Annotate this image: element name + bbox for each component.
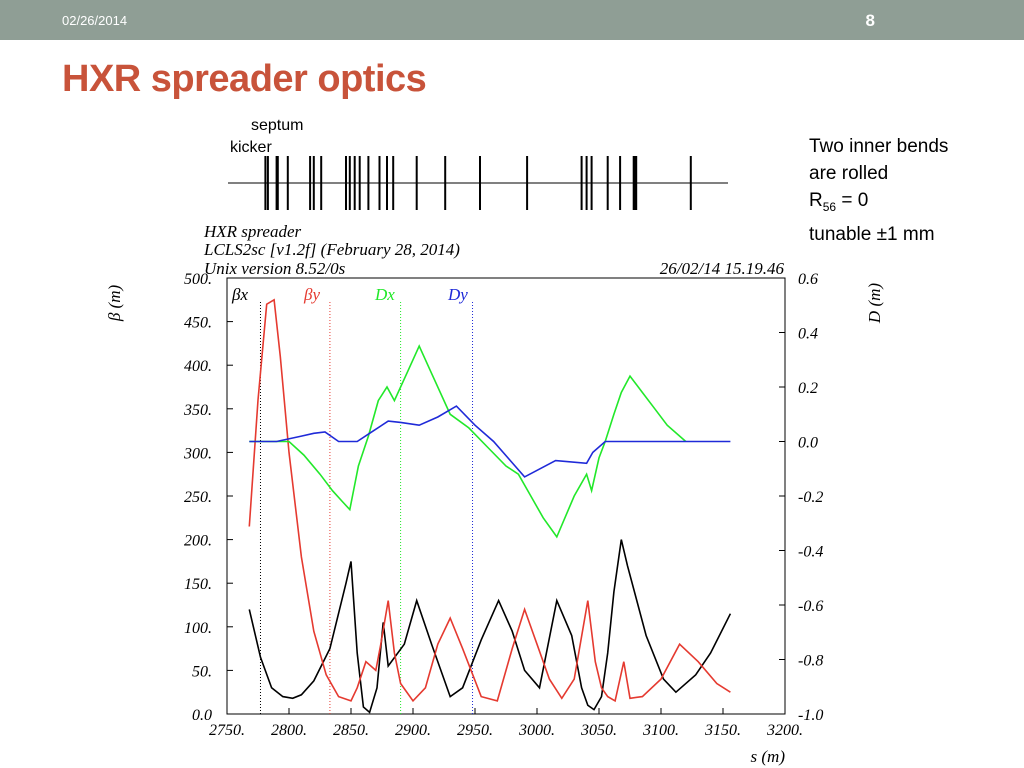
- plot-header: HXR spreader LCLS2sc [v1.2f] (February 2…: [203, 222, 784, 278]
- x-tick-label: 3050.: [580, 722, 617, 739]
- notes-text: Two inner bends are rolled R56 = 0 tunab…: [809, 133, 948, 248]
- legend-d-x: Dx: [374, 285, 395, 304]
- x-tick-label: 2750.: [209, 722, 245, 739]
- y-right-tick-label: -0.4: [798, 544, 823, 561]
- axis-titles: β (m) D (m) s (m): [105, 283, 884, 766]
- r56-symbol: R: [809, 190, 823, 211]
- x-tick-label: 2900.: [395, 722, 431, 739]
- y-right-tick-label: -0.8: [798, 653, 823, 670]
- y-left-tick-label: 450.: [184, 315, 212, 332]
- r56-value: = 0: [836, 190, 869, 211]
- plot-header-line-2: LCLS2sc [v1.2f] (February 28, 2014): [203, 240, 460, 259]
- y-left-tick-label: 350.: [183, 402, 212, 419]
- legend-beta-x: βx: [231, 285, 248, 304]
- y-left-tick-label: 50.: [192, 663, 212, 680]
- y-left-tick-label: 300.: [183, 445, 212, 462]
- slide-number: 8: [865, 11, 875, 30]
- plot-frame: [226, 277, 786, 715]
- y-right-axis-title: D (m): [865, 283, 884, 324]
- x-axis-title: s (m): [751, 747, 786, 766]
- x-tick-label: 3200.: [766, 722, 803, 739]
- lattice-diagram: [228, 156, 728, 210]
- r56-subscript: 56: [822, 199, 837, 214]
- note-line-2: are rolled: [809, 163, 889, 184]
- y-left-tick-label: 0.0: [192, 707, 212, 724]
- x-tick-label: 2850.: [333, 722, 369, 739]
- plot-header-line-1: HXR spreader: [203, 222, 301, 241]
- series-layer: [248, 298, 732, 714]
- y-left-tick-label: 100.: [184, 620, 212, 637]
- y-left-tick-label: 150.: [184, 576, 212, 593]
- y-left-tick-label: 500.: [184, 271, 212, 288]
- series-line-Dy: [249, 405, 731, 478]
- x-tick-label: 3000.: [518, 722, 555, 739]
- slide-date: 02/26/2014: [62, 13, 128, 28]
- series-line-βy: [248, 298, 731, 703]
- septum-label: septum: [251, 117, 304, 134]
- y-right-tick-label: 0.0: [798, 435, 818, 452]
- y-right-tick-label: 0.2: [798, 380, 818, 397]
- legend-marker-lines: [259, 302, 474, 714]
- slide-title: HXR spreader optics: [62, 58, 427, 100]
- note-line-1: Two inner bends: [809, 136, 949, 157]
- y-right-tick-label: 0.6: [798, 271, 818, 288]
- x-tick-label: 2800.: [271, 722, 307, 739]
- series-line-Dx: [249, 344, 687, 539]
- legend: βx βy Dx Dy: [231, 285, 468, 304]
- legend-beta-y: βy: [303, 285, 320, 304]
- axes-layer: 2750. 2800. 2850. 2900. 2950. 3000. 3050. 3100.…: [183, 271, 823, 739]
- note-line-3: R56 = 0: [809, 187, 948, 221]
- x-tick-label: 2950.: [457, 722, 493, 739]
- x-tick-label: 3150.: [704, 722, 741, 739]
- y-right-tick-label: -1.0: [798, 707, 823, 724]
- y-left-tick-label: 200.: [184, 533, 212, 550]
- y-right-tick-label: -0.6: [798, 598, 823, 615]
- kicker-label: kicker: [230, 139, 272, 156]
- note-line-4: tunable ±1 mm: [809, 223, 935, 245]
- y-left-tick-label: 400.: [184, 358, 212, 375]
- y-left-axis-title: β (m): [105, 285, 124, 323]
- plot-header-line-3: Unix version 8.52/0s: [204, 259, 346, 278]
- x-tick-label: 3100.: [642, 722, 679, 739]
- plot-header-timestamp: 26/02/14 15.19.46: [660, 259, 785, 278]
- y-left-tick-label: 250.: [184, 489, 212, 506]
- header-bar: 02/26/2014 8: [0, 0, 1024, 40]
- legend-d-y: Dy: [447, 285, 468, 304]
- y-right-tick-label: -0.2: [798, 489, 823, 506]
- y-right-tick-label: 0.4: [798, 326, 818, 343]
- series-line-βx: [248, 539, 732, 714]
